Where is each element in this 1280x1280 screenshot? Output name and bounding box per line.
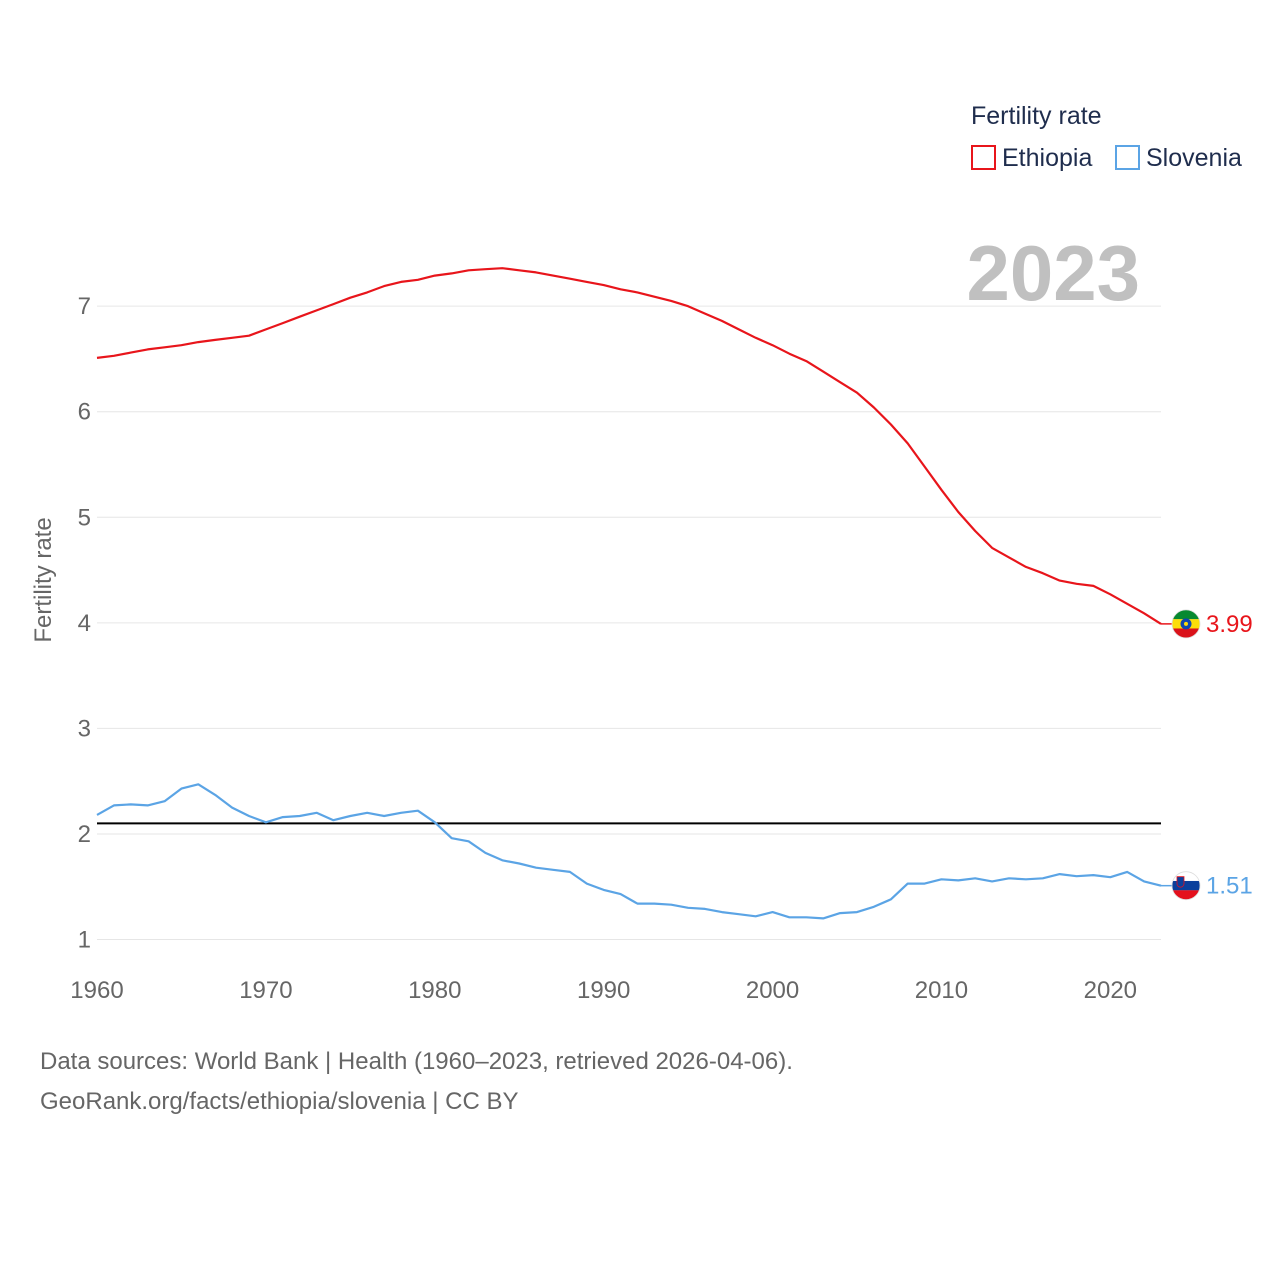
legend-label-slovenia[interactable]: Slovenia — [1146, 144, 1242, 172]
x-axis: 1960 1970 1980 1990 2000 2010 2020 — [70, 977, 1137, 1004]
y-tick-label-6: 6 — [78, 399, 91, 426]
legend-title: Fertility rate — [971, 102, 1102, 130]
ethiopia-flag-icon — [1171, 609, 1201, 639]
slovenia-flag-icon — [1171, 871, 1201, 901]
y-tick-label-5: 5 — [78, 504, 91, 531]
year-watermark: 2023 — [966, 229, 1140, 317]
y-tick-label-4: 4 — [78, 610, 91, 637]
x-tick-label-1990: 1990 — [577, 977, 630, 1004]
legend: Fertility rate Ethiopia Slovenia — [971, 102, 1242, 172]
series-line-ethiopia[interactable] — [96, 267, 1162, 625]
line-chart: 1 2 3 4 5 6 7 1960 1970 1980 1990 2000 2010 2020 Fer… — [30, 102, 1253, 1004]
y-tick-label-7: 7 — [78, 293, 91, 320]
y-tick-label-1: 1 — [78, 927, 91, 954]
gridlines — [97, 305, 1161, 940]
x-tick-label-2000: 2000 — [746, 977, 799, 1004]
series-line-slovenia[interactable] — [96, 783, 1162, 920]
legend-swatch-ethiopia[interactable] — [971, 145, 996, 170]
legend-swatch-slovenia[interactable] — [1115, 145, 1140, 170]
footer: Data sources: World Bank | Health (1960–… — [40, 1042, 793, 1122]
y-tick-label-3: 3 — [78, 715, 91, 742]
end-value-label-slovenia: 1.51 — [1206, 873, 1253, 900]
legend-label-ethiopia[interactable]: Ethiopia — [1002, 144, 1092, 172]
y-axis-title: Fertility rate — [30, 517, 57, 642]
x-tick-label-1970: 1970 — [239, 977, 292, 1004]
x-tick-label-1960: 1960 — [70, 977, 123, 1004]
end-markers: 3.99 1.51 — [1161, 609, 1253, 901]
data-sources-text: Data sources: World Bank | Health (1960–… — [40, 1048, 793, 1075]
source-url-text: GeoRank.org/facts/ethiopia/slovenia | CC… — [40, 1088, 519, 1115]
series-lines — [96, 267, 1162, 920]
x-tick-label-1980: 1980 — [408, 977, 461, 1004]
y-tick-label-2: 2 — [78, 821, 91, 848]
y-axis: 1 2 3 4 5 6 7 — [78, 293, 91, 953]
end-value-label-ethiopia: 3.99 — [1206, 611, 1253, 638]
x-tick-label-2010: 2010 — [915, 977, 968, 1004]
x-tick-label-2020: 2020 — [1084, 977, 1137, 1004]
